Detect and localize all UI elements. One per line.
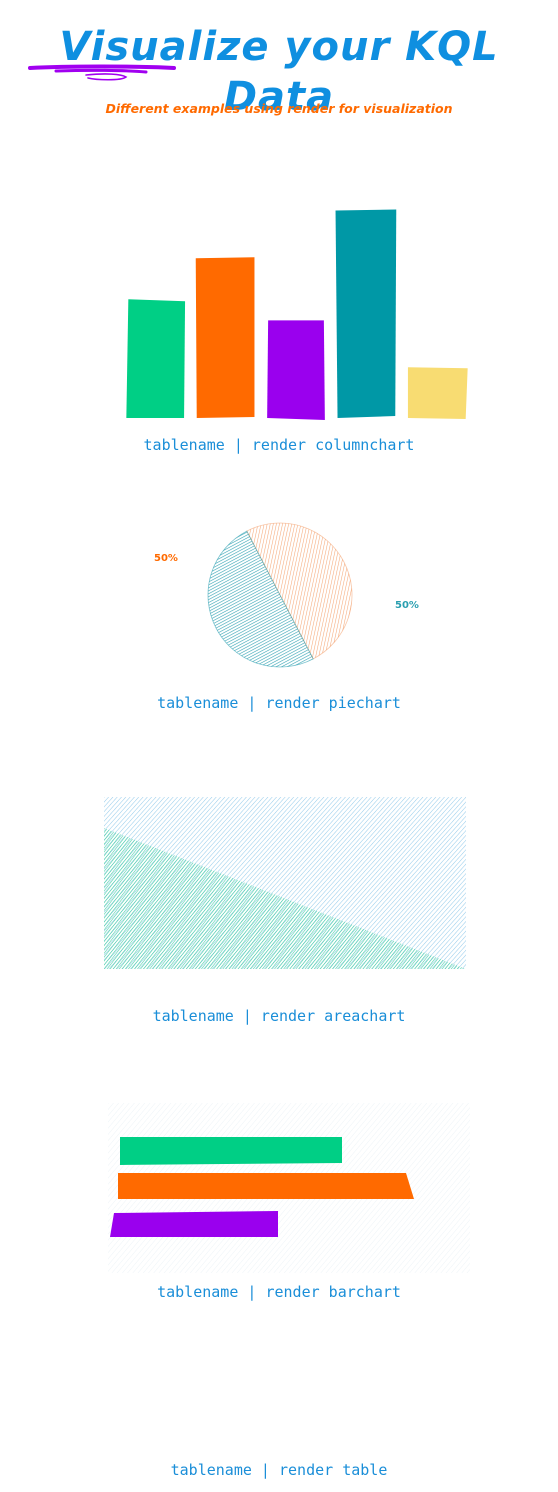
- horizontal-bar-1: [118, 1173, 414, 1199]
- column-bar-4: [407, 367, 468, 419]
- title-underline-scribble: [28, 64, 176, 81]
- page-subtitle: Different examples using render for visu…: [105, 101, 453, 116]
- bar-chart: [108, 1103, 470, 1273]
- pie-chart: 50% 50%: [154, 522, 419, 668]
- caption-areachart: tablename | render areachart: [152, 1007, 406, 1025]
- horizontal-bar-2: [110, 1211, 278, 1237]
- column-bar-0: [126, 299, 186, 418]
- column-bar-2: [267, 320, 325, 420]
- horizontal-bar-0: [120, 1137, 342, 1165]
- pie-slice-1: [207, 530, 314, 668]
- caption-barchart: tablename | render barchart: [157, 1283, 401, 1301]
- column-bar-3: [335, 209, 397, 418]
- pie-label-0: 50%: [154, 553, 178, 564]
- caption-columnchart: tablename | render columnchart: [143, 436, 415, 454]
- pie-slice-0: [246, 522, 353, 660]
- page-title: Visualize your KQL Data: [59, 24, 499, 120]
- caption-piechart: tablename | render piechart: [157, 694, 401, 712]
- column-bar-1: [195, 257, 255, 418]
- caption-table: tablename | render table: [170, 1461, 388, 1479]
- column-chart: [126, 209, 468, 420]
- area-chart: [104, 797, 466, 969]
- pie-label-1: 50%: [395, 600, 419, 611]
